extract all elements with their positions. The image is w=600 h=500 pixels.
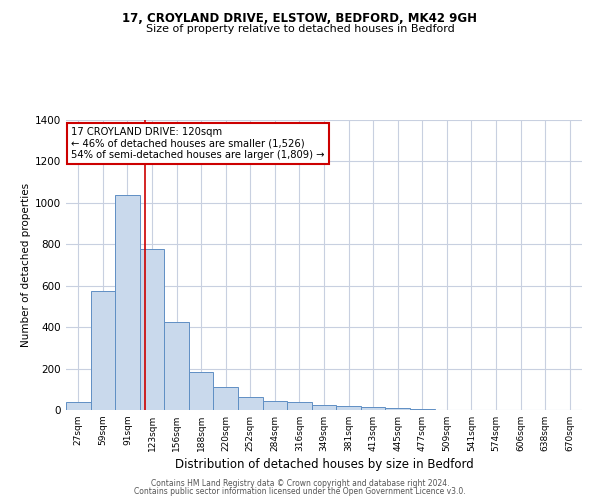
Bar (336, 406, 361, 410)
Text: 17, CROYLAND DRIVE, ELSTOW, BEDFORD, MK42 9GH: 17, CROYLAND DRIVE, ELSTOW, BEDFORD, MK4… (122, 12, 478, 26)
Bar (361, 407, 385, 410)
Text: Size of property relative to detached houses in Bedford: Size of property relative to detached ho… (146, 24, 454, 34)
Bar (66, 402, 91, 410)
Bar (238, 396, 263, 410)
Bar (263, 400, 287, 410)
Text: Contains HM Land Registry data © Crown copyright and database right 2024.: Contains HM Land Registry data © Crown c… (151, 478, 449, 488)
X-axis label: Distribution of detached houses by size in Bedford: Distribution of detached houses by size … (175, 458, 473, 471)
Bar (214, 387, 238, 410)
Y-axis label: Number of detached properties: Number of detached properties (21, 183, 31, 347)
Bar (164, 322, 189, 410)
Text: 17 CROYLAND DRIVE: 120sqm
← 46% of detached houses are smaller (1,526)
54% of se: 17 CROYLAND DRIVE: 120sqm ← 46% of detac… (71, 127, 325, 160)
Bar (115, 194, 140, 410)
Bar (140, 250, 164, 410)
Bar (312, 405, 336, 410)
Text: Contains public sector information licensed under the Open Government Licence v3: Contains public sector information licen… (134, 488, 466, 496)
Bar (189, 372, 214, 410)
Bar (287, 402, 312, 410)
Bar (410, 409, 434, 410)
Bar (91, 291, 115, 410)
Bar (385, 408, 410, 410)
